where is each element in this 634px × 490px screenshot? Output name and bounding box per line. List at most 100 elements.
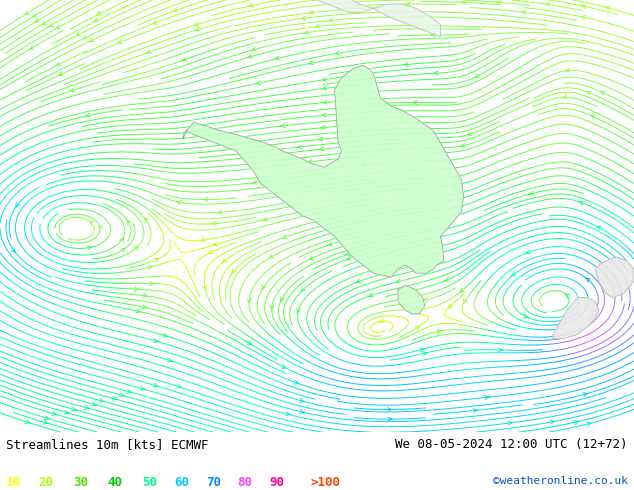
FancyArrowPatch shape bbox=[134, 246, 138, 250]
FancyArrowPatch shape bbox=[112, 396, 117, 400]
FancyArrowPatch shape bbox=[154, 259, 158, 262]
FancyArrowPatch shape bbox=[321, 86, 327, 90]
FancyArrowPatch shape bbox=[153, 339, 158, 343]
FancyArrowPatch shape bbox=[437, 330, 442, 333]
FancyArrowPatch shape bbox=[565, 68, 570, 72]
FancyArrowPatch shape bbox=[285, 412, 290, 416]
Text: 60: 60 bbox=[174, 475, 190, 489]
FancyArrowPatch shape bbox=[463, 299, 467, 303]
FancyArrowPatch shape bbox=[521, 10, 526, 14]
FancyArrowPatch shape bbox=[30, 46, 34, 49]
FancyArrowPatch shape bbox=[256, 81, 261, 85]
Text: Streamlines 10m [kts] ECMWF: Streamlines 10m [kts] ECMWF bbox=[6, 438, 209, 451]
FancyArrowPatch shape bbox=[605, 6, 610, 10]
FancyArrowPatch shape bbox=[163, 333, 168, 337]
FancyArrowPatch shape bbox=[97, 12, 101, 15]
FancyArrowPatch shape bbox=[121, 248, 126, 252]
Text: 50: 50 bbox=[143, 475, 158, 489]
FancyArrowPatch shape bbox=[412, 100, 417, 104]
Polygon shape bbox=[183, 65, 463, 277]
FancyArrowPatch shape bbox=[307, 160, 312, 164]
FancyArrowPatch shape bbox=[327, 242, 332, 246]
FancyArrowPatch shape bbox=[430, 33, 436, 37]
FancyArrowPatch shape bbox=[319, 147, 324, 151]
FancyArrowPatch shape bbox=[16, 203, 20, 207]
FancyArrowPatch shape bbox=[247, 341, 251, 344]
FancyArrowPatch shape bbox=[476, 74, 480, 77]
FancyArrowPatch shape bbox=[269, 305, 273, 309]
FancyArrowPatch shape bbox=[247, 298, 251, 302]
FancyArrowPatch shape bbox=[92, 402, 97, 406]
FancyArrowPatch shape bbox=[146, 50, 152, 53]
FancyArrowPatch shape bbox=[529, 191, 534, 195]
FancyArrowPatch shape bbox=[356, 220, 361, 224]
FancyArrowPatch shape bbox=[300, 410, 305, 414]
FancyArrowPatch shape bbox=[152, 21, 158, 24]
FancyArrowPatch shape bbox=[378, 190, 383, 194]
FancyArrowPatch shape bbox=[395, 279, 400, 283]
FancyArrowPatch shape bbox=[423, 352, 428, 355]
FancyArrowPatch shape bbox=[25, 11, 29, 15]
FancyArrowPatch shape bbox=[461, 0, 466, 4]
Polygon shape bbox=[553, 297, 598, 339]
FancyArrowPatch shape bbox=[65, 410, 70, 414]
Text: 70: 70 bbox=[206, 475, 221, 489]
FancyArrowPatch shape bbox=[84, 405, 89, 409]
FancyArrowPatch shape bbox=[309, 185, 314, 189]
Polygon shape bbox=[303, 0, 440, 37]
FancyArrowPatch shape bbox=[368, 293, 373, 297]
FancyArrowPatch shape bbox=[167, 358, 173, 362]
FancyArrowPatch shape bbox=[85, 113, 91, 117]
FancyArrowPatch shape bbox=[100, 226, 103, 230]
FancyArrowPatch shape bbox=[467, 132, 472, 136]
FancyArrowPatch shape bbox=[182, 57, 187, 61]
FancyArrowPatch shape bbox=[145, 218, 148, 222]
FancyArrowPatch shape bbox=[296, 309, 301, 313]
FancyArrowPatch shape bbox=[581, 5, 586, 8]
FancyArrowPatch shape bbox=[11, 248, 15, 252]
FancyArrowPatch shape bbox=[177, 385, 182, 388]
FancyArrowPatch shape bbox=[406, 2, 411, 6]
FancyArrowPatch shape bbox=[262, 285, 266, 290]
FancyArrowPatch shape bbox=[335, 51, 340, 55]
FancyArrowPatch shape bbox=[275, 56, 280, 60]
FancyArrowPatch shape bbox=[498, 348, 503, 352]
FancyArrowPatch shape bbox=[566, 294, 570, 298]
FancyArrowPatch shape bbox=[294, 380, 299, 384]
FancyArrowPatch shape bbox=[297, 145, 302, 148]
Text: 20: 20 bbox=[38, 475, 53, 489]
FancyArrowPatch shape bbox=[314, 24, 320, 28]
FancyArrowPatch shape bbox=[203, 285, 207, 290]
FancyArrowPatch shape bbox=[87, 246, 93, 250]
FancyArrowPatch shape bbox=[212, 221, 217, 225]
FancyArrowPatch shape bbox=[56, 25, 60, 28]
FancyArrowPatch shape bbox=[349, 173, 353, 177]
FancyArrowPatch shape bbox=[83, 35, 87, 39]
FancyArrowPatch shape bbox=[143, 305, 148, 309]
FancyArrowPatch shape bbox=[150, 281, 155, 285]
FancyArrowPatch shape bbox=[89, 38, 94, 42]
FancyArrowPatch shape bbox=[574, 420, 579, 424]
FancyArrowPatch shape bbox=[328, 18, 333, 22]
Text: 80: 80 bbox=[238, 475, 253, 489]
Polygon shape bbox=[595, 257, 634, 297]
FancyArrowPatch shape bbox=[545, 3, 550, 7]
Text: 90: 90 bbox=[269, 475, 285, 489]
FancyArrowPatch shape bbox=[444, 277, 450, 281]
Text: We 08-05-2024 12:00 UTC (12+72): We 08-05-2024 12:00 UTC (12+72) bbox=[395, 438, 628, 451]
FancyArrowPatch shape bbox=[195, 27, 200, 31]
FancyArrowPatch shape bbox=[99, 398, 105, 402]
Text: >100: >100 bbox=[311, 475, 340, 489]
FancyArrowPatch shape bbox=[249, 3, 254, 7]
FancyArrowPatch shape bbox=[600, 91, 605, 95]
FancyArrowPatch shape bbox=[346, 256, 351, 260]
FancyArrowPatch shape bbox=[281, 158, 286, 162]
FancyArrowPatch shape bbox=[473, 409, 478, 413]
FancyArrowPatch shape bbox=[597, 226, 601, 230]
FancyArrowPatch shape bbox=[460, 288, 465, 292]
Text: 10: 10 bbox=[6, 475, 22, 489]
FancyArrowPatch shape bbox=[25, 420, 30, 423]
FancyArrowPatch shape bbox=[387, 184, 392, 187]
FancyArrowPatch shape bbox=[415, 326, 419, 330]
FancyArrowPatch shape bbox=[56, 62, 61, 66]
